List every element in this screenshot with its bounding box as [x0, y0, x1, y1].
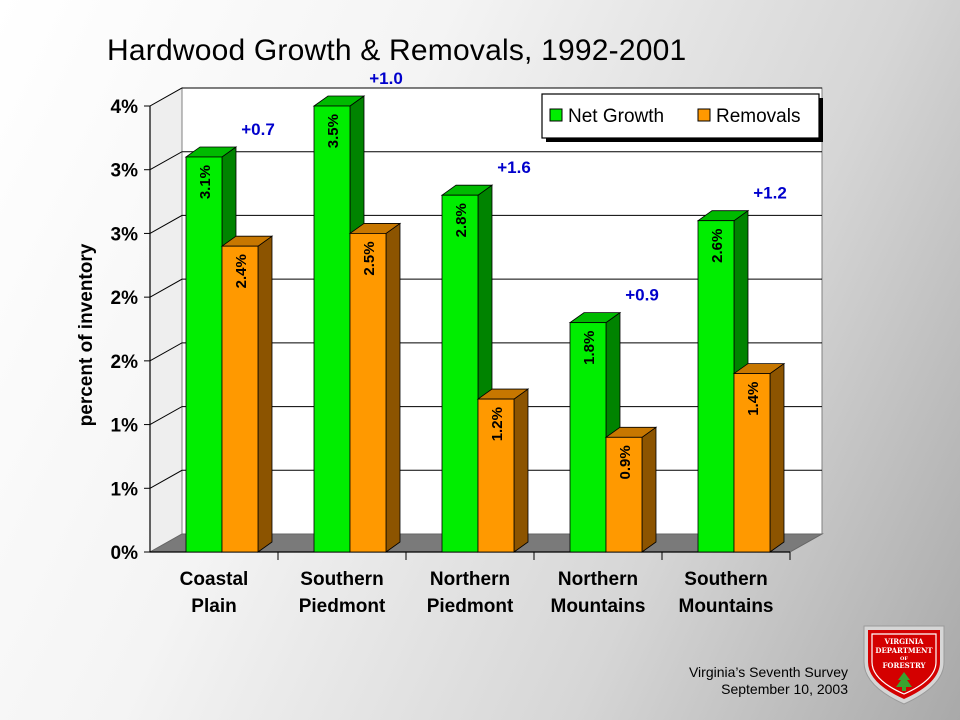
bar-side	[769, 362, 785, 553]
y-tick-label: 0%	[111, 543, 139, 564]
y-tick-label: 3%	[111, 224, 139, 245]
bar-side	[513, 388, 529, 553]
footer-survey: Virginia’s Seventh Survey	[688, 664, 848, 680]
legend-label: Removals	[716, 106, 800, 127]
bar-data-label: 1.8%	[581, 331, 598, 365]
footer-date: September 10, 2003	[721, 681, 848, 697]
x-tick-label: Mountains	[679, 596, 774, 617]
bar-removals	[477, 398, 515, 553]
chart-title: Hardwood Growth & Removals, 1992-2001	[107, 34, 687, 67]
x-tick-label: Plain	[191, 596, 236, 617]
bar-net-growth	[185, 156, 223, 553]
bar-data-label: 3.1%	[197, 165, 214, 199]
y-tick-label: 2%	[111, 288, 139, 309]
bar-removals	[349, 233, 387, 553]
logo-text-virginia: VIRGINIA	[884, 637, 924, 646]
y-tick-label: 3%	[111, 161, 139, 182]
x-tick-label: Northern	[558, 569, 638, 590]
bar-data-label: 2.4%	[233, 254, 250, 288]
x-tick-label: Piedmont	[299, 596, 386, 617]
legend-swatch	[549, 108, 563, 122]
difference-annotation: +1.6	[497, 158, 531, 177]
legend-label: Net Growth	[568, 106, 664, 127]
difference-annotation: +1.2	[753, 184, 787, 203]
logo-text-forestry: FORESTRY	[882, 661, 926, 670]
bar-data-label: 2.8%	[453, 203, 470, 237]
bar-side	[385, 222, 401, 553]
x-tick-label: Mountains	[551, 596, 646, 617]
bar-data-label: 1.2%	[489, 407, 506, 441]
bar-removals	[605, 436, 643, 553]
bar-removals	[221, 245, 259, 553]
tree-icon	[896, 672, 912, 691]
bar-net-growth	[697, 220, 735, 553]
bar-data-label: 0.9%	[617, 445, 634, 479]
bar-net-growth	[313, 105, 351, 553]
gridline	[149, 87, 822, 107]
x-tick-label: Coastal	[180, 569, 249, 590]
bar-removals	[733, 373, 771, 553]
difference-annotation: +1.0	[369, 69, 403, 88]
bar-side	[641, 426, 657, 553]
x-tick-label: Piedmont	[427, 596, 514, 617]
gridline	[149, 214, 822, 234]
y-axis-label: percent of inventory	[76, 243, 97, 426]
bar-side	[257, 235, 273, 553]
gridline	[149, 278, 822, 298]
x-tick-label: Southern	[300, 569, 383, 590]
difference-annotation: +0.7	[241, 120, 275, 139]
legend	[541, 93, 820, 139]
bar-data-label: 2.6%	[709, 229, 726, 263]
logo-text-of: OF	[900, 656, 908, 662]
y-tick-label: 4%	[111, 97, 139, 118]
y-tick-label: 1%	[111, 416, 139, 437]
difference-annotation: +0.9	[625, 286, 659, 305]
bar-data-label: 3.5%	[325, 114, 342, 148]
x-tick-label: Southern	[684, 569, 767, 590]
y-tick-label: 2%	[111, 352, 139, 373]
forestry-logo: VIRGINIA DEPARTMENT OF FORESTRY	[863, 625, 945, 705]
bar-data-label: 2.5%	[361, 241, 378, 275]
plot-side-wall	[149, 87, 183, 553]
y-tick-label: 1%	[111, 479, 139, 500]
bar-data-label: 1.4%	[745, 382, 762, 416]
logo-text-department: DEPARTMENT	[875, 646, 933, 655]
footer: Virginia’s Seventh Survey September 10, …	[689, 664, 848, 698]
gridline	[149, 151, 822, 171]
legend-swatch	[697, 108, 711, 122]
x-tick-label: Northern	[430, 569, 510, 590]
bar-net-growth	[441, 194, 479, 553]
